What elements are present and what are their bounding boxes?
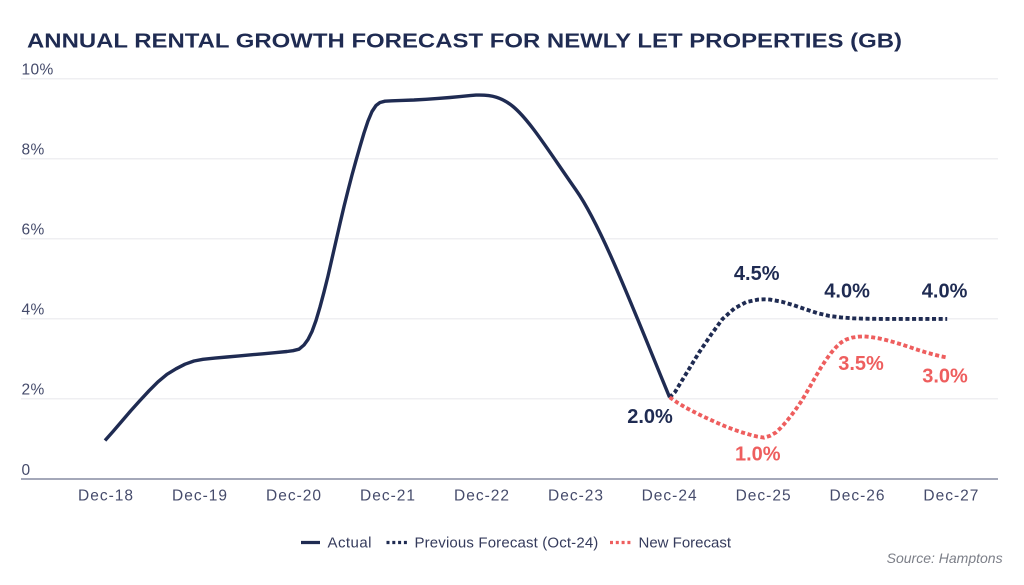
- svg-text:2.0%: 2.0%: [627, 406, 673, 428]
- svg-text:Dec-26: Dec-26: [830, 488, 886, 505]
- svg-text:New Forecast: New Forecast: [639, 535, 732, 552]
- svg-text:4.0%: 4.0%: [922, 281, 968, 303]
- svg-text:Actual: Actual: [328, 535, 372, 552]
- svg-text:3.0%: 3.0%: [922, 365, 968, 387]
- svg-text:ANNUAL RENTAL GROWTH FORECAST: ANNUAL RENTAL GROWTH FORECAST FOR NEWLY …: [27, 31, 902, 53]
- svg-text:6%: 6%: [22, 222, 45, 239]
- svg-text:1.0%: 1.0%: [735, 444, 781, 466]
- svg-text:3.5%: 3.5%: [838, 353, 884, 375]
- svg-text:4.5%: 4.5%: [734, 263, 780, 285]
- svg-text:Dec-23: Dec-23: [548, 488, 604, 505]
- svg-text:Dec-24: Dec-24: [642, 488, 698, 505]
- svg-text:8%: 8%: [22, 142, 45, 159]
- svg-text:0: 0: [22, 462, 31, 479]
- svg-text:Dec-21: Dec-21: [360, 488, 416, 505]
- svg-text:Previous Forecast (Oct-24): Previous Forecast (Oct-24): [415, 535, 599, 552]
- svg-text:Dec-18: Dec-18: [78, 488, 134, 505]
- svg-text:Source: Hamptons: Source: Hamptons: [887, 550, 1003, 566]
- svg-text:Dec-27: Dec-27: [923, 488, 979, 505]
- svg-text:Dec-25: Dec-25: [736, 488, 792, 505]
- svg-text:4%: 4%: [22, 302, 45, 319]
- svg-text:Dec-20: Dec-20: [266, 488, 322, 505]
- svg-text:4.0%: 4.0%: [824, 281, 870, 303]
- svg-text:Dec-22: Dec-22: [454, 488, 510, 505]
- svg-text:2%: 2%: [22, 382, 45, 399]
- svg-text:Dec-19: Dec-19: [172, 488, 228, 505]
- svg-text:10%: 10%: [22, 62, 54, 79]
